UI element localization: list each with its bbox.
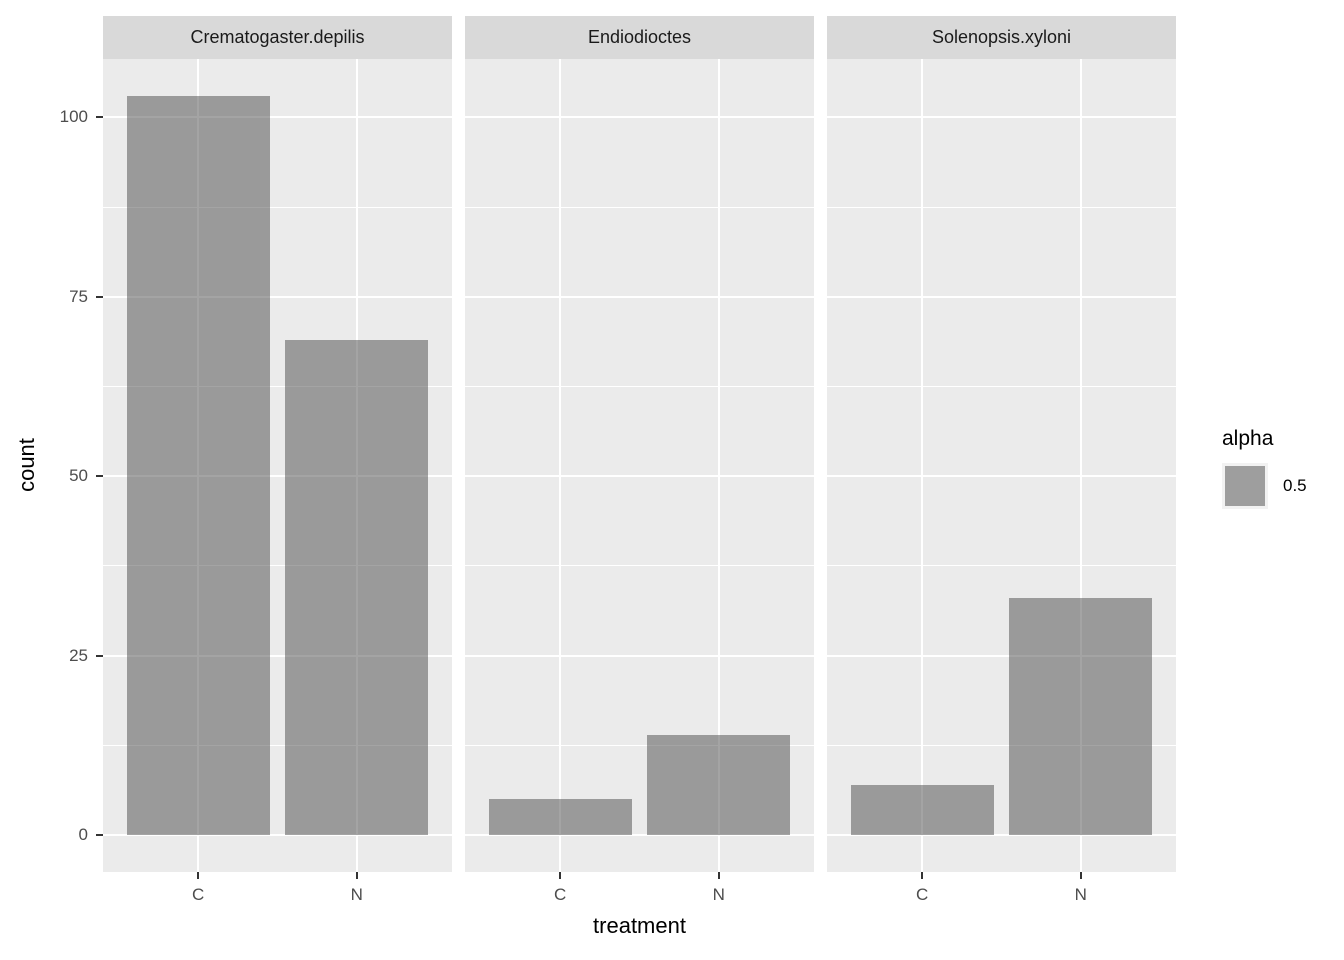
gridline-minor-h (827, 744, 1176, 746)
gridline-major-v (559, 59, 562, 872)
gridline-minor-h (465, 565, 814, 567)
y-tick (96, 295, 103, 298)
gridline-minor-h (827, 206, 1176, 208)
bar (285, 339, 429, 836)
legend: alpha 0.5 (1222, 426, 1307, 509)
gridline-minor-h (465, 744, 814, 746)
facet-strip: Crematogaster.depilis (103, 16, 452, 59)
gridline-minor-h (103, 386, 452, 388)
facet-strip: Endiodioctes (465, 16, 814, 59)
gridline-minor-h (103, 206, 452, 208)
gridline-minor-h (465, 206, 814, 208)
gridline-major-h (103, 834, 452, 837)
gridline-major-h (103, 116, 452, 119)
gridline-major-h (827, 834, 1176, 837)
facet-strip-label: Endiodioctes (587, 27, 692, 47)
x-tick-label: N (1074, 885, 1087, 904)
bar (126, 95, 270, 836)
gridline-minor-h (103, 744, 452, 746)
x-tick (355, 872, 358, 879)
x-tick-label: C (916, 885, 929, 904)
gridline-major-h (103, 475, 452, 478)
x-tick-label: N (350, 885, 363, 904)
bar (850, 784, 994, 836)
y-tick-label: 100 (59, 107, 88, 127)
y-tick (96, 834, 103, 837)
facet-strip-label: Crematogaster.depilis (190, 27, 365, 47)
gridline-major-v (921, 59, 924, 872)
legend-item: 0.5 (1222, 463, 1307, 509)
legend-title: alpha (1222, 427, 1274, 450)
x-tick (717, 872, 720, 879)
gridline-major-h (827, 475, 1176, 478)
y-tick-label: 0 (78, 825, 88, 845)
x-tick (1079, 872, 1082, 879)
x-tick (559, 872, 562, 879)
y-tick (96, 116, 103, 119)
x-tick-label: N (712, 885, 725, 904)
bar (1009, 598, 1153, 836)
y-axis-title: count (14, 438, 39, 492)
gridline-major-v (1079, 59, 1082, 872)
bar (488, 799, 632, 836)
gridline-major-h (827, 116, 1176, 119)
gridline-minor-h (827, 565, 1176, 567)
gridline-major-v (717, 59, 720, 872)
gridline-major-h (103, 654, 452, 657)
x-tick (197, 872, 200, 879)
bar (647, 734, 791, 836)
legend-key-label: 0.5 (1283, 476, 1307, 495)
gridline-major-h (465, 654, 814, 657)
y-tick-label: 75 (69, 286, 88, 306)
legend-key-swatch (1222, 463, 1268, 509)
gridline-major-h (465, 295, 814, 298)
y-tick-label: 25 (69, 645, 88, 665)
x-axis-title: treatment (593, 913, 686, 938)
x-tick (921, 872, 924, 879)
facet-strip: Solenopsis.xyloni (827, 16, 1176, 59)
gridline-minor-h (827, 386, 1176, 388)
x-tick-label: C (554, 885, 567, 904)
gridline-minor-h (103, 565, 452, 567)
gridline-major-h (465, 834, 814, 837)
x-tick-label: C (192, 885, 205, 904)
gridline-major-h (827, 654, 1176, 657)
gridline-major-h (465, 475, 814, 478)
gridline-major-h (827, 295, 1176, 298)
gridline-minor-h (465, 386, 814, 388)
facet-strip-label: Solenopsis.xyloni (931, 27, 1072, 47)
gridline-major-h (103, 295, 452, 298)
y-tick (96, 475, 103, 478)
y-tick-label: 50 (69, 466, 88, 486)
y-tick (96, 654, 103, 657)
legend-key-fill (1225, 466, 1265, 506)
gridline-major-h (465, 116, 814, 119)
